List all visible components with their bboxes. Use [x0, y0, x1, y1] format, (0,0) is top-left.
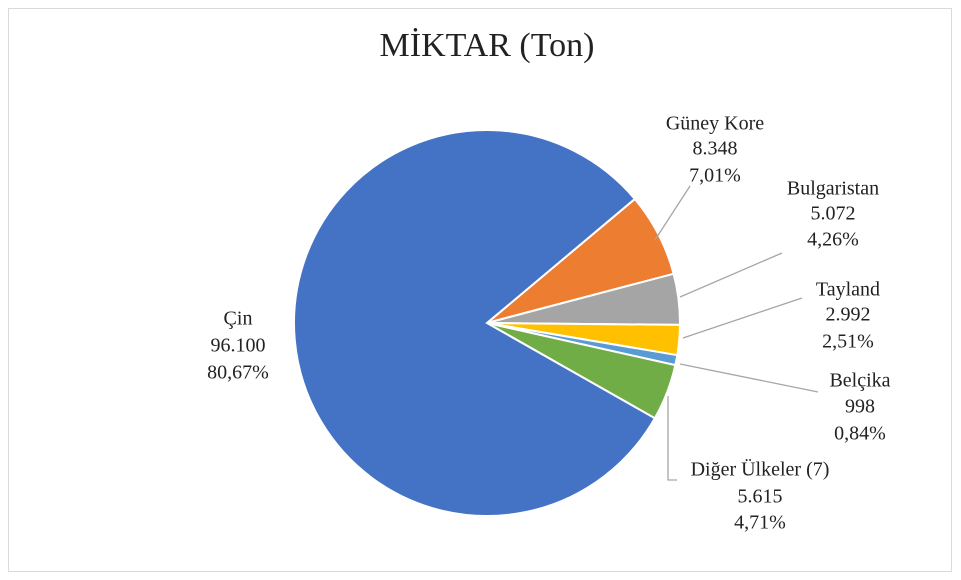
chart-title: MİKTAR (Ton): [380, 27, 595, 64]
value-label: 998: [845, 396, 875, 418]
slice-label: Diğer Ülkeler (7): [691, 458, 830, 481]
percentage-label: 4,71%: [734, 512, 786, 534]
percentage-label: 2,51%: [822, 331, 874, 353]
percentage-label: 80,67%: [207, 362, 269, 384]
value-label: 5.615: [738, 486, 783, 508]
percentage-label: 4,26%: [807, 229, 859, 251]
percentage-label: 7,01%: [689, 165, 741, 187]
slice-label: Bulgaristan: [787, 178, 879, 200]
slice-label: Belçika: [829, 370, 890, 392]
value-label: 8.348: [693, 138, 738, 160]
pie-slice: [293, 129, 657, 517]
leader-line: [679, 363, 819, 393]
leader-line: [679, 252, 783, 298]
value-label: 5.072: [811, 203, 856, 225]
leader-line: [654, 185, 691, 241]
leader-line: [667, 396, 677, 481]
percentage-label: 0,84%: [834, 423, 886, 445]
slice-label: Güney Kore: [666, 113, 764, 135]
slice-label: Tayland: [816, 279, 880, 301]
value-label: 96.100: [211, 335, 266, 357]
value-label: 2.992: [826, 304, 871, 326]
slice-label: Çin: [224, 308, 253, 330]
leader-line: [682, 297, 803, 339]
